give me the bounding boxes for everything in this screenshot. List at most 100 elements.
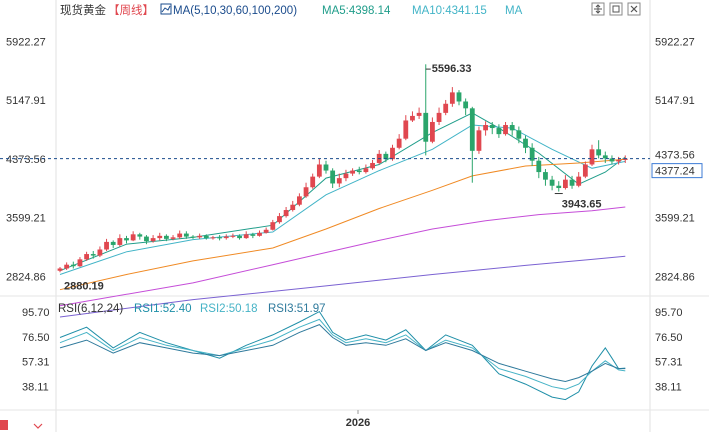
candle-body (403, 120, 409, 139)
price-tick-left: 2824.86 (6, 271, 46, 283)
ma-more-label: MA (505, 5, 523, 17)
price-tick-left: 5147.91 (6, 95, 46, 107)
price-tick-left: 4373.56 (6, 154, 46, 166)
candle-body (396, 138, 402, 148)
candle-body (197, 235, 203, 238)
candle-body (509, 125, 515, 131)
price-annotations: 5596.33 3943.65 2880.19 (64, 63, 602, 292)
rsi-tick-right: 57.31 (655, 357, 683, 369)
candle-body (602, 155, 608, 159)
price-tick-left: 3599.21 (6, 213, 46, 225)
ma-line-ma100 (59, 255, 626, 318)
square-icon[interactable] (609, 2, 623, 16)
candle-body (190, 236, 196, 238)
high-annotation: 5596.33 (432, 63, 472, 75)
candle-body (549, 179, 555, 186)
candle-body (330, 170, 336, 184)
candle-body (124, 238, 129, 241)
candle-body (416, 112, 422, 116)
candle-body (243, 234, 249, 239)
start-low-annotation: 2880.19 (64, 280, 104, 292)
candle-body (283, 210, 289, 217)
close-icon[interactable] (627, 2, 641, 16)
expand-icon[interactable] (591, 2, 605, 16)
ma10-value: MA10:4341.15 (412, 5, 487, 17)
candle-body (170, 237, 176, 239)
candle-body (576, 176, 582, 186)
price-tick-left: 5922.27 (6, 36, 46, 48)
candle-body (263, 229, 269, 233)
low-annotation: 3943.65 (562, 199, 602, 211)
candle-body (456, 92, 462, 102)
candle-body (616, 159, 621, 162)
candle-body (310, 176, 316, 188)
ma-line-ma60 (59, 206, 626, 307)
candle-body (430, 121, 435, 142)
candle-body (489, 125, 495, 129)
rsi2-value: RSI2:50.18 (200, 303, 258, 315)
candlesticks (57, 64, 628, 273)
rsi-tick-left: 95.70 (22, 307, 50, 319)
candle-body (164, 235, 169, 239)
candle-body (277, 216, 282, 223)
rsi1-value: RSI1:52.40 (134, 303, 192, 315)
candle-body (556, 185, 562, 189)
candle-body (476, 130, 482, 151)
candle-body (237, 235, 242, 239)
price-tick-right: 5922.27 (655, 36, 695, 48)
ma-params[interactable]: MA(5,10,30,60,100,200) (173, 5, 297, 17)
volume-toggle-icon[interactable] (0, 420, 43, 430)
candle-body (217, 237, 222, 239)
ma5-value: MA5:4398.14 (322, 5, 391, 17)
candle-body (104, 241, 109, 250)
candle-body (130, 234, 136, 241)
candle-body (536, 160, 542, 173)
candle-body (410, 115, 415, 121)
rsi-lines (59, 310, 626, 401)
candle-body (483, 125, 488, 131)
candle-body (343, 173, 349, 179)
rsi-params[interactable]: RSI(6,12,24) (58, 303, 123, 315)
ma-line-ma30 (59, 158, 626, 291)
period-label[interactable]: 【周线】 (108, 3, 154, 17)
rsi-tick-left: 76.50 (22, 332, 50, 344)
candle-body (363, 168, 369, 173)
candle-body (150, 238, 156, 242)
candle-body (290, 204, 296, 211)
price-legend: 现货黄金 【周线】 MA(5,10,30,60,100,200) MA5:439… (60, 3, 523, 17)
candle-body (390, 147, 395, 160)
candle-body (250, 234, 256, 236)
candle-body (569, 179, 575, 186)
current-price-value: 4377.24 (655, 166, 695, 178)
price-tick-right: 2824.86 (655, 271, 695, 283)
rsi-axis-ticks: 95.70 95.70 76.50 76.50 57.31 57.31 38.11 38.11 (22, 307, 683, 394)
price-tick-right: 5147.91 (655, 95, 695, 107)
candle-body (157, 235, 163, 239)
chart-toolbar (591, 2, 641, 16)
candle-body (589, 149, 595, 165)
candle-body (516, 130, 522, 139)
candle-body (469, 108, 475, 151)
candle-body (383, 153, 389, 160)
candle-body (622, 158, 628, 160)
candle-body (270, 222, 276, 230)
candle-body (582, 164, 588, 177)
candle-body (370, 162, 375, 169)
x-axis-year-label: 2026 (346, 417, 370, 429)
candle-body (596, 149, 602, 156)
ma-line-ma10 (59, 124, 626, 275)
instrument-name: 现货黄金 (60, 3, 106, 17)
rsi-line-rsi3 (59, 324, 626, 383)
candle-body (77, 259, 83, 267)
candle-body (90, 254, 96, 256)
ma-settings-icon[interactable] (160, 3, 172, 15)
candle-body (350, 170, 355, 174)
candle-body (449, 92, 455, 104)
price-axis-ticks: 5922.27 5922.27 5147.91 5147.91 4373.56 3599.… (6, 36, 695, 283)
price-tick-right: 3599.21 (655, 213, 695, 225)
rsi-line-rsi1 (59, 310, 626, 401)
candle-body (336, 178, 342, 184)
